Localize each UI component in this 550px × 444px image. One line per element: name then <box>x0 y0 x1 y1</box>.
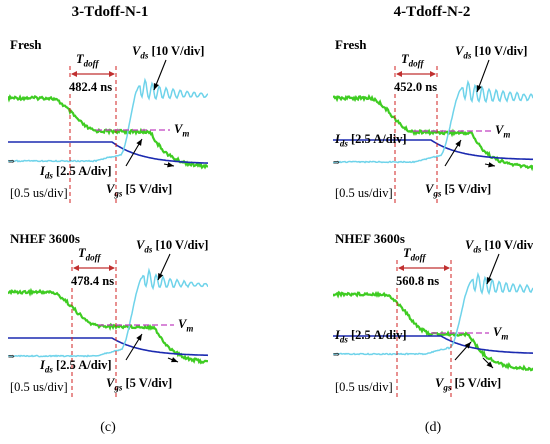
time-scale-label: [0.5 us/div] <box>10 380 68 394</box>
vgs-series-line <box>333 93 533 172</box>
ids-series-line <box>8 337 208 357</box>
tdoff-arrowhead-right <box>109 265 115 271</box>
vgs-label: Vgs [5 V/div] <box>425 182 492 199</box>
vgs-label: Vgs [5 V/div] <box>106 376 173 393</box>
ids-series-line <box>8 141 208 164</box>
scope-panel-top-right: Fresh Tdoff 452.0 ns Vds [10 V/div] Vm Ids [2… <box>333 36 533 204</box>
vds-label: Vds [10 V/div] <box>136 238 208 255</box>
vgs-label: Vgs [5 V/div] <box>106 182 173 199</box>
tdoff-arrowhead-right <box>430 71 436 77</box>
ground-marker: ⇒ <box>333 158 340 167</box>
tdoff-value: 452.0 ns <box>393 80 439 94</box>
condition-label: Fresh <box>10 37 42 52</box>
vds-series-line <box>333 271 533 356</box>
vds-label: Vds [10 V/div] <box>132 44 205 61</box>
scope-waveforms <box>8 59 208 204</box>
vm-label: Vm <box>495 123 511 140</box>
ground-marker: ⇒ <box>8 157 15 166</box>
tdoff-arrowhead-left <box>73 265 79 271</box>
tdoff-arrowhead-left <box>71 71 77 77</box>
scope-panel-top-left: Fresh Tdoff 482.4 ns Vds [10 V/div] Vm Ids [2… <box>8 36 208 204</box>
vds-label: Vds [10 V/div] <box>455 44 528 61</box>
tdoff-label: Tdoff <box>403 246 426 263</box>
condition-label: NHEF 3600s <box>335 231 405 246</box>
tdoff-arrowhead-left <box>396 71 402 77</box>
ids-label: Ids [2.5 A/div] <box>335 328 407 345</box>
tdoff-arrowhead-left <box>398 265 404 271</box>
scope-panel-bottom-right: NHEF 3600s Tdoff 560.8 ns Vds [10 V/div] Vm I… <box>333 230 533 398</box>
vm-label: Vm <box>493 325 509 342</box>
time-scale-label: [0.5 us/div] <box>10 186 68 200</box>
ids-label: Ids [2.5 A/div] <box>40 164 112 181</box>
tdoff-value: 560.8 ns <box>395 274 441 288</box>
scope-waveforms <box>8 253 208 398</box>
scope-waveforms <box>333 59 533 204</box>
tdoff-arrowhead-right <box>444 265 450 271</box>
subcaption-d: (d) <box>424 420 442 435</box>
vm-label: Vm <box>178 317 194 334</box>
vds-series-line <box>333 79 533 164</box>
vm-label: Vm <box>174 122 190 139</box>
ids-series-line <box>333 335 533 354</box>
condition-label: NHEF 3600s <box>10 231 80 246</box>
time-scale-label: [0.5 us/div] <box>335 186 393 200</box>
condition-label: Fresh <box>335 37 367 52</box>
ids-label: Ids [2.5 A/div] <box>40 358 112 375</box>
ground-marker: ⇒ <box>333 350 340 359</box>
time-scale-label: [0.5 us/div] <box>335 380 393 394</box>
vds-label: Vds [10 V/div] <box>465 238 533 255</box>
vgs-label: Vgs [5 V/div] <box>435 376 502 393</box>
ids-series-line <box>333 139 533 161</box>
vds-series-line <box>8 77 208 163</box>
subcaption-c: (c) <box>100 420 116 435</box>
tdoff-label: Tdoff <box>76 52 99 69</box>
ground-marker: ⇒ <box>8 352 15 361</box>
vds-series-line <box>8 267 208 358</box>
tdoff-value: 482.4 ns <box>68 80 114 94</box>
tdoff-label: Tdoff <box>401 52 424 69</box>
tdoff-label: Tdoff <box>78 246 101 263</box>
tdoff-value: 478.4 ns <box>70 274 116 288</box>
scope-panel-bottom-left: NHEF 3600s Tdoff 478.4 ns Vds [10 V/div] Vm I… <box>8 230 208 398</box>
ids-label: Ids [2.5 A/div] <box>335 132 407 149</box>
column-title-left: 3-Tdoff-N-1 <box>71 4 149 20</box>
vgs-series-line <box>8 287 208 365</box>
tdoff-arrowhead-right <box>109 71 115 77</box>
column-title-right: 4-Tdoff-N-2 <box>393 4 471 20</box>
